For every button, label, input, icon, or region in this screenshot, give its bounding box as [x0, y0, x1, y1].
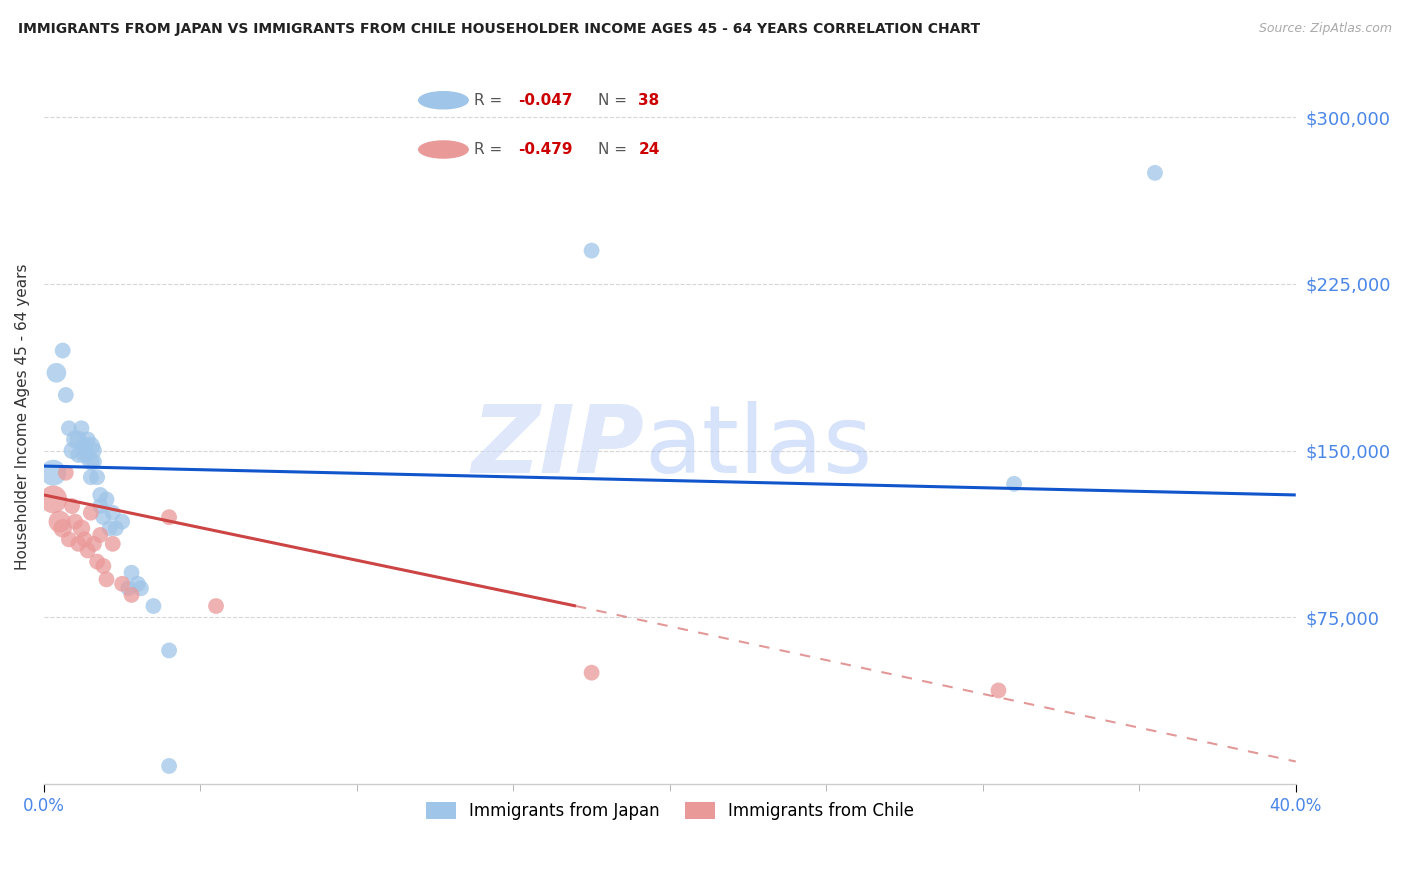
Point: [42, 466, 65, 480]
Circle shape: [419, 141, 468, 158]
Point: [121, 588, 143, 602]
Point: [60, 499, 83, 513]
Text: -0.047: -0.047: [517, 93, 572, 108]
Point: [80, 506, 103, 520]
Text: -0.479: -0.479: [517, 142, 572, 157]
Text: Source: ZipAtlas.com: Source: ZipAtlas.com: [1258, 22, 1392, 36]
Point: [89, 528, 111, 542]
Circle shape: [419, 92, 468, 109]
Point: [63, 515, 86, 529]
Point: [89, 499, 111, 513]
Text: ZIP: ZIP: [472, 401, 645, 492]
Point: [157, 510, 180, 524]
Point: [67, 448, 90, 462]
Point: [58, 421, 80, 435]
Point: [55, 466, 77, 480]
Point: [83, 537, 105, 551]
Point: [80, 439, 103, 453]
Point: [73, 533, 96, 547]
Point: [55, 388, 77, 402]
Point: [73, 439, 96, 453]
Point: [101, 506, 124, 520]
Point: [101, 537, 124, 551]
Point: [73, 448, 96, 462]
Point: [142, 599, 165, 613]
Point: [76, 448, 98, 462]
Point: [70, 521, 93, 535]
Point: [581, 665, 603, 680]
Point: [1002, 476, 1025, 491]
Point: [96, 492, 118, 507]
Point: [89, 488, 111, 502]
Text: atlas: atlas: [645, 401, 873, 492]
Point: [93, 559, 115, 574]
Point: [67, 537, 90, 551]
Point: [987, 683, 1010, 698]
Y-axis label: Householder Income Ages 45 - 64 years: Householder Income Ages 45 - 64 years: [15, 264, 30, 571]
Text: R =: R =: [474, 142, 508, 157]
Point: [96, 573, 118, 587]
Text: 24: 24: [638, 142, 659, 157]
Point: [60, 443, 83, 458]
Point: [76, 543, 98, 558]
Legend: Immigrants from Japan, Immigrants from Chile: Immigrants from Japan, Immigrants from C…: [419, 795, 921, 827]
Text: IMMIGRANTS FROM JAPAN VS IMMIGRANTS FROM CHILE HOUSEHOLDER INCOME AGES 45 - 64 Y: IMMIGRANTS FROM JAPAN VS IMMIGRANTS FROM…: [18, 22, 980, 37]
Point: [70, 421, 93, 435]
Text: 38: 38: [638, 93, 659, 108]
Point: [45, 366, 67, 380]
Point: [127, 576, 149, 591]
Point: [52, 343, 75, 358]
Point: [1143, 166, 1166, 180]
Point: [86, 555, 108, 569]
Text: R =: R =: [474, 93, 508, 108]
Point: [83, 443, 105, 458]
Point: [98, 521, 121, 535]
Point: [80, 470, 103, 484]
Point: [121, 566, 143, 580]
Point: [76, 433, 98, 447]
Point: [111, 576, 134, 591]
Point: [86, 470, 108, 484]
Point: [205, 599, 228, 613]
Point: [117, 581, 139, 595]
Point: [111, 515, 134, 529]
Point: [83, 455, 105, 469]
Point: [42, 492, 65, 507]
Text: N =: N =: [598, 142, 631, 157]
Point: [104, 521, 127, 535]
Point: [93, 510, 115, 524]
Point: [157, 643, 180, 657]
Point: [129, 581, 152, 595]
Point: [58, 533, 80, 547]
Point: [48, 515, 70, 529]
Point: [63, 433, 86, 447]
Point: [157, 759, 180, 773]
Point: [67, 433, 90, 447]
Point: [581, 244, 603, 258]
Point: [80, 455, 103, 469]
Point: [52, 521, 75, 535]
Text: N =: N =: [598, 93, 631, 108]
